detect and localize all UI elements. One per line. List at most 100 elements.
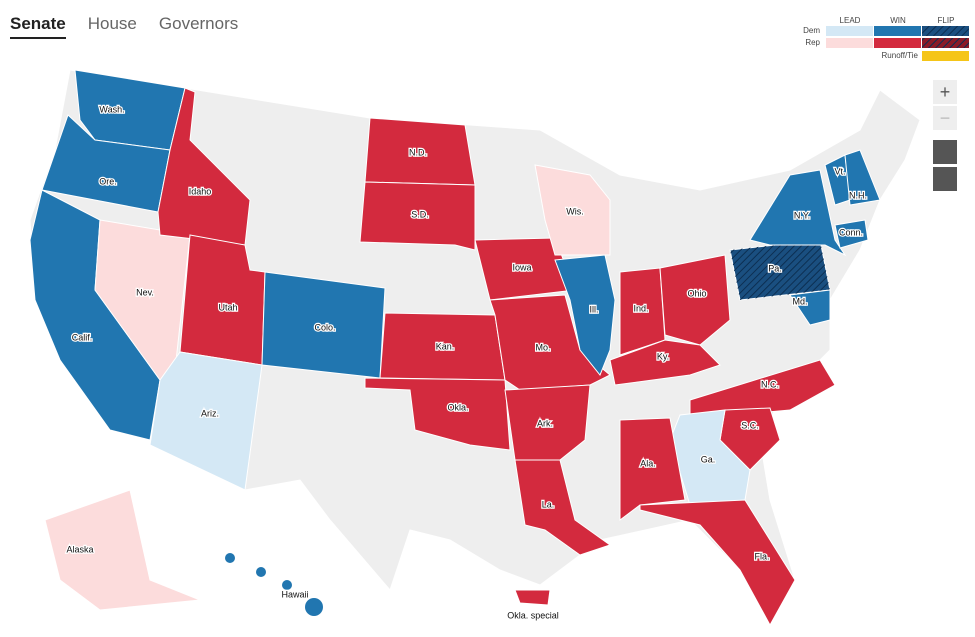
state-shape <box>789 289 831 326</box>
state-label: Fla. <box>754 551 769 561</box>
state-shape <box>282 580 292 590</box>
state-shape <box>359 181 476 251</box>
state-shape <box>554 254 616 376</box>
state-label: Iowa <box>512 262 531 272</box>
state-shape <box>489 294 611 391</box>
tab[interactable]: Governors <box>158 14 239 33</box>
state-label: La. <box>542 499 555 509</box>
state-label: S.D. <box>411 209 429 219</box>
state-shape <box>534 164 611 256</box>
state-shape <box>305 598 323 616</box>
state-label: Ala. <box>640 458 656 468</box>
state-shape <box>364 377 511 451</box>
tab[interactable]: Senate <box>10 14 66 39</box>
state-label: Conn. <box>839 227 863 237</box>
legend-row: Dem <box>803 26 820 35</box>
state-label: Utah <box>218 302 237 312</box>
state-label: Alaska <box>66 544 93 554</box>
legend-hatch <box>922 38 969 48</box>
state-label: Mo. <box>535 342 550 352</box>
zoom-in[interactable]: + <box>933 80 957 104</box>
state-label: Wis. <box>566 206 584 216</box>
legend-swatch <box>922 51 969 61</box>
state-label: Wash. <box>99 104 124 114</box>
state-shape <box>619 267 666 356</box>
tab[interactable]: House <box>87 14 137 33</box>
state-shape <box>609 339 721 386</box>
legend-swatch <box>922 26 969 36</box>
state-label: N.H. <box>849 190 867 200</box>
legend-swatch <box>922 38 969 48</box>
legend-column: WIN <box>890 16 906 25</box>
legend-swatch <box>874 26 921 36</box>
us-view[interactable] <box>933 140 957 164</box>
state-shape <box>74 69 186 151</box>
state-shape <box>225 553 235 563</box>
state-shape <box>749 169 847 257</box>
state-shape <box>824 154 851 206</box>
state-shape <box>179 234 266 366</box>
state-label: N.D. <box>409 147 427 157</box>
legend-runoff: Runoff/Tie <box>882 51 919 60</box>
state-shape <box>619 417 686 521</box>
state-shape <box>379 312 506 381</box>
state-label: N.C. <box>761 379 779 389</box>
state-shape <box>41 114 171 213</box>
state-label: Ga. <box>701 454 716 464</box>
state-label: N.Y. <box>794 210 810 220</box>
flip-hatch <box>730 240 830 300</box>
state-label: Ill. <box>590 304 599 314</box>
state-label: Ark. <box>537 418 553 428</box>
state-label: Nev. <box>136 287 154 297</box>
legend-swatch <box>826 38 873 48</box>
state-shape <box>364 117 476 186</box>
state-shape <box>659 254 731 346</box>
state-shape <box>256 567 266 577</box>
state-shape <box>719 407 781 471</box>
tabs: Senate House Governors <box>10 14 238 39</box>
state-label: Hawaii <box>281 589 308 599</box>
state-shape <box>149 351 263 491</box>
state-label: Pa. <box>768 263 782 273</box>
state-label: Calif. <box>72 332 93 342</box>
state-label: Ariz. <box>201 408 219 418</box>
state-label: Colo. <box>314 322 335 332</box>
state-shape <box>504 384 591 461</box>
state-shape <box>639 499 796 627</box>
state-label: Ore. <box>99 176 117 186</box>
state-shape <box>669 409 751 506</box>
state-label: Ky. <box>657 351 669 361</box>
state-shape <box>474 237 576 301</box>
state-label: Md. <box>792 296 807 306</box>
state-shape <box>94 219 191 381</box>
state-shape <box>689 359 836 421</box>
legend-hatch <box>922 26 969 36</box>
state-label: Okla. special <box>507 610 559 620</box>
zoom-out[interactable]: − <box>933 106 957 130</box>
state-label: Okla. <box>447 402 468 412</box>
state-shape <box>834 219 869 249</box>
state-shape <box>514 589 551 606</box>
legend-row: Rep <box>805 38 820 47</box>
state-shape <box>729 239 831 301</box>
state-shape <box>157 87 251 246</box>
region-view[interactable] <box>933 167 957 191</box>
state-shape <box>29 189 161 441</box>
state-shape <box>44 489 201 611</box>
state-shape <box>514 459 612 556</box>
state-label: S.C. <box>741 420 759 430</box>
legend-swatch <box>874 38 921 48</box>
state-label: Ohio <box>687 288 706 298</box>
legend-column: FLIP <box>938 16 955 25</box>
state-label: Idaho <box>189 186 212 196</box>
state-label: Kan. <box>436 341 455 351</box>
legend-column: LEAD <box>840 16 861 25</box>
state-shape <box>261 271 386 379</box>
state-label: Ind. <box>633 303 648 313</box>
state-shape <box>844 149 881 206</box>
us-outline <box>29 69 921 627</box>
legend-swatch <box>826 26 873 36</box>
state-label: Vt. <box>834 166 845 176</box>
